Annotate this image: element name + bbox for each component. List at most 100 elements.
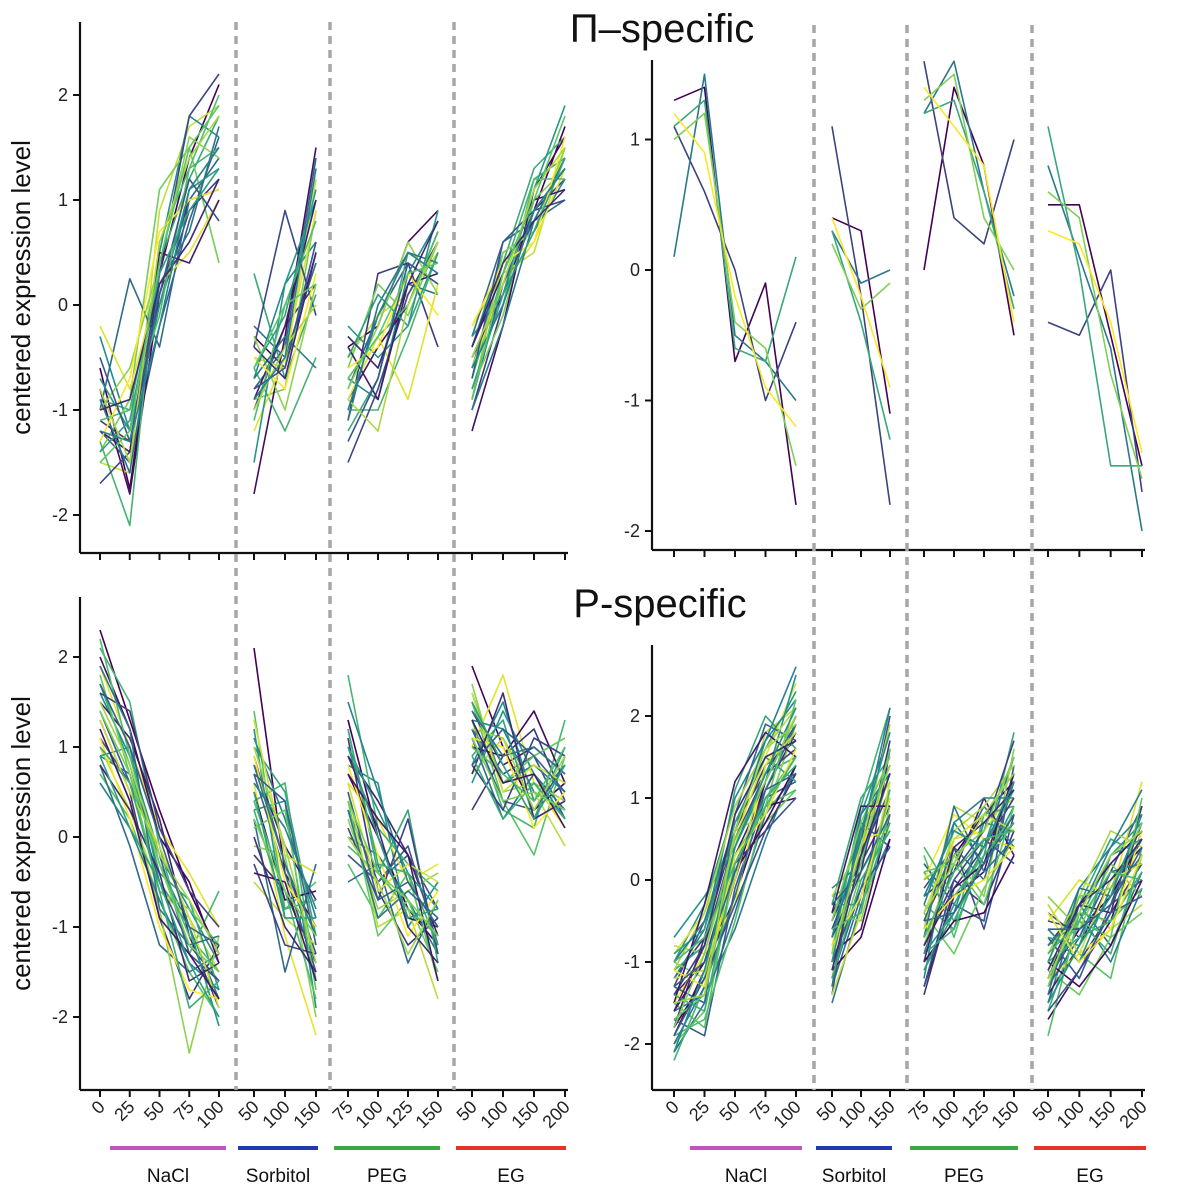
y-tick-label: -1 [624, 952, 640, 972]
series-line [253, 863, 317, 955]
x-tick-label: 100 [258, 1097, 293, 1132]
group-label-sorbitol: Sorbitol [822, 1166, 886, 1187]
y-tick-label: 2 [58, 647, 68, 667]
x-tick-label: 50 [453, 1097, 481, 1125]
y-tick-label: 1 [630, 130, 640, 150]
series-line [923, 821, 1015, 979]
series-line [347, 251, 439, 411]
series-line [831, 126, 891, 506]
series-line [831, 830, 891, 979]
series-line [253, 273, 317, 390]
series-line [99, 178, 220, 411]
y-tick-label: -1 [52, 917, 68, 937]
series-line [831, 217, 891, 388]
series-line [253, 304, 317, 411]
series-line [99, 629, 220, 955]
y-tick-label: 0 [58, 295, 68, 315]
series-line [253, 872, 317, 982]
series-line [831, 838, 891, 971]
x-tick-label: 75 [746, 1097, 774, 1125]
series-line [831, 764, 891, 955]
series-line [99, 737, 220, 1000]
x-tick-label: 0 [662, 1097, 683, 1118]
series-line [471, 701, 566, 820]
series-line [253, 719, 317, 874]
chart-panel-2: -2 -1 0 1 [624, 60, 1145, 557]
series-line [253, 836, 317, 973]
series-line [347, 262, 439, 379]
x-tick-label: 50 [140, 1097, 168, 1125]
series-line [99, 701, 220, 955]
series-line [99, 728, 220, 1000]
series-line [831, 756, 891, 905]
series-line [923, 86, 1015, 323]
x-tick-label: 50 [235, 1097, 263, 1125]
series-line [253, 283, 317, 411]
y-axis-label: centered expression level [6, 140, 36, 435]
y-tick-label: 0 [630, 870, 640, 890]
series-line [347, 220, 439, 369]
series-line [471, 737, 566, 811]
x-tick-label: 0 [88, 1097, 109, 1118]
series-line [1047, 895, 1143, 1012]
series-line [253, 283, 317, 369]
series-lines [673, 666, 1143, 1061]
series-line [347, 252, 439, 358]
x-axis-labels-left: 0 25 50 75100NaCl50100150Sorbitol7510012515… [88, 1097, 574, 1187]
x-tick-label: 150 [507, 1097, 542, 1132]
y-tick-label: 1 [58, 737, 68, 757]
y-tick-label: 0 [58, 827, 68, 847]
series-line [673, 789, 797, 1045]
series-line [923, 772, 1015, 914]
series-line [471, 728, 566, 793]
x-tick-label: 150 [863, 1097, 898, 1132]
series-line [253, 764, 317, 937]
series-line [347, 746, 439, 910]
series-line [99, 178, 220, 443]
series-line [923, 813, 1015, 922]
x-tick-label: 150 [987, 1097, 1022, 1132]
series-line [673, 73, 797, 401]
series-line [99, 104, 220, 474]
y-tick-label: 1 [630, 788, 640, 808]
series-lines [99, 629, 566, 1054]
y-tick-label: 1 [58, 190, 68, 210]
series-line [253, 809, 317, 991]
series-line [923, 813, 1015, 914]
series-line [99, 764, 220, 982]
x-tick-label: 100 [476, 1097, 511, 1132]
group-label-eg: EG [1076, 1166, 1103, 1187]
series-line [673, 99, 797, 363]
series-line [1047, 830, 1143, 979]
x-tick-label: 125 [381, 1097, 416, 1132]
series-line [253, 773, 317, 946]
series-line [99, 199, 220, 453]
section-title-pi-specific: Π–specific [570, 7, 755, 51]
series-line [923, 740, 1015, 898]
group-label-eg: EG [497, 1166, 524, 1187]
x-tick-label: 50 [716, 1097, 744, 1125]
series-line [673, 756, 797, 963]
series-line [99, 692, 220, 928]
x-tick-label: 75 [170, 1097, 198, 1125]
series-line [673, 715, 797, 1028]
series-line [99, 782, 220, 991]
group-label-nacl: NaCl [725, 1166, 767, 1187]
y-tick-label: 2 [58, 85, 68, 105]
series-line [253, 199, 317, 400]
group-label-peg: PEG [367, 1166, 407, 1187]
series-line [99, 764, 220, 973]
series-line [347, 746, 439, 919]
series-line [673, 731, 797, 980]
y-tick-label: -1 [624, 391, 640, 411]
series-line [673, 772, 797, 988]
series-line [471, 674, 566, 829]
series-line [347, 272, 439, 401]
x-tick-label: 25 [685, 1097, 713, 1125]
series-line [831, 230, 891, 440]
series-line [347, 220, 439, 401]
chart-panel-1: -2 -1 0 1 2 centered expression level [6, 22, 568, 560]
series-line [1047, 814, 1143, 1004]
series-line [923, 61, 1015, 245]
